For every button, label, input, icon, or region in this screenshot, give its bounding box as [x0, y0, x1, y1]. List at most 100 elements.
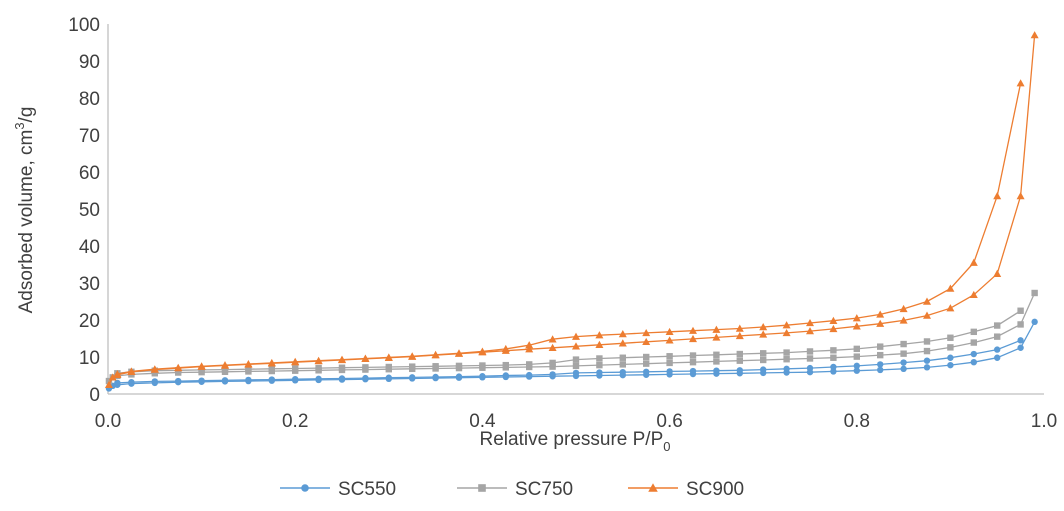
sc550-desorption-point — [151, 378, 158, 385]
sc750-adsorption-point — [713, 358, 720, 365]
sc550-desorption-point — [947, 354, 954, 361]
sc750-adsorption-point — [596, 361, 603, 369]
sc900-desorption-point — [267, 358, 276, 367]
sc550-desorption-point — [549, 371, 556, 378]
sc550-adsorption-point — [853, 367, 860, 374]
sc750-desorption-point — [877, 343, 884, 350]
sc750-adsorption-point — [806, 355, 814, 362]
sc900-adsorption-point — [782, 328, 791, 337]
sc550-desorption-point — [338, 375, 346, 382]
sc900-desorption-point — [431, 350, 440, 358]
sc550-desorption-point — [736, 367, 743, 374]
sc550-desorption-point — [362, 374, 369, 382]
sc750-adsorption-point — [689, 358, 697, 366]
sc900-desorption-point — [595, 331, 604, 339]
sc550-desorption-point — [432, 373, 439, 381]
sc900-desorption-point — [384, 353, 393, 361]
sc750-desorption-point — [338, 364, 346, 371]
sc550-desorption-line — [117, 339, 1021, 384]
sc900-desorption-point — [113, 370, 122, 378]
sc550-desorption-point — [1017, 337, 1024, 344]
y-tick-label: 60 — [79, 163, 100, 184]
sc550-desorption-point — [128, 378, 135, 386]
sc900-adsorption-point — [759, 330, 768, 338]
sc900-desorption-point — [993, 192, 1002, 200]
sc900-desorption-point — [174, 363, 183, 371]
x-tick-label: 0.0 — [95, 411, 121, 432]
sc750-adsorption-point — [947, 344, 954, 351]
sc550-desorption-point — [713, 367, 720, 374]
sc750-desorption-point — [806, 348, 814, 355]
legend-label-sc750: SC750 — [515, 479, 573, 500]
y-tick-label: 100 — [68, 15, 100, 36]
sc750-adsorption-point — [783, 356, 790, 363]
sc550-adsorption-point — [923, 364, 931, 371]
sc550-desorption-point — [994, 346, 1001, 353]
sc550-desorption-point — [221, 377, 229, 384]
sc750-desorption-point — [315, 364, 322, 372]
sc750-desorption-point — [572, 356, 580, 363]
sc750-desorption-point — [783, 349, 790, 356]
sc750-desorption-line — [117, 310, 1021, 374]
sc550-desorption-point — [596, 369, 603, 376]
sc900-desorption-point — [408, 352, 417, 360]
sc750-desorption-point — [970, 328, 977, 336]
sc750-desorption-point — [502, 361, 509, 369]
sc750-adsorption-point — [877, 351, 884, 359]
sc750-desorption-point — [479, 362, 486, 369]
sc750-adsorption-point — [900, 350, 907, 357]
sc550-desorption-point — [315, 375, 322, 383]
sc550-desorption-point — [268, 376, 275, 383]
sc900-desorption-point — [876, 310, 885, 318]
sc750-desorption-point — [409, 363, 416, 370]
legend-label-sc550: SC550 — [338, 479, 396, 500]
y-tick-label: 80 — [79, 89, 100, 110]
sc900-adsorption-point — [923, 311, 931, 319]
sc550-desorption-point — [783, 365, 790, 373]
sc550-desorption-point — [830, 363, 837, 371]
sc550-desorption-point — [689, 367, 697, 375]
sc750-desorption-point — [549, 359, 556, 367]
sc550-desorption-point — [760, 366, 767, 373]
sc750-desorption-point — [900, 340, 907, 348]
sc550-desorption-point — [666, 368, 673, 375]
sc900-desorption-point — [969, 258, 978, 266]
sc550-desorption-point — [198, 377, 205, 384]
sc900-desorption-point — [689, 326, 697, 334]
sc900-desorption-point — [712, 325, 721, 333]
y-axis-title: Adsorbed volume, cm3/g — [12, 107, 37, 314]
sc900-desorption-point — [642, 328, 651, 337]
sc550-desorption-point — [806, 364, 814, 372]
sc900-desorption-point — [291, 357, 300, 366]
sc750-desorption-point — [526, 361, 533, 368]
sc900-desorption-point — [361, 354, 370, 362]
sc550-desorption-point — [526, 371, 533, 379]
legend-marker-sc550 — [301, 484, 309, 492]
sc750-desorption-point — [994, 322, 1001, 329]
sc550-adsorption-point — [877, 366, 884, 374]
sc750-desorption-point — [736, 350, 743, 358]
sc750-desorption-point — [268, 365, 275, 373]
sc550-desorption-point — [900, 359, 907, 366]
sc750-adsorption-point — [970, 339, 977, 346]
sc550-desorption-point — [479, 373, 486, 380]
sc900-desorption-point — [735, 324, 744, 332]
sc550-adsorption-point — [1031, 318, 1038, 326]
sc900-adsorption-point — [969, 290, 978, 299]
sc900-adsorption-point — [665, 336, 674, 344]
sc900-desorption-point — [759, 323, 768, 331]
sc900-adsorption-point — [735, 331, 744, 340]
sc900-desorption-point — [572, 332, 580, 340]
sc750-adsorption-point — [549, 363, 556, 370]
sc900-desorption-point — [338, 355, 346, 363]
sc900-adsorption-point — [108, 373, 117, 381]
sc750-desorption-point — [713, 351, 720, 358]
y-tick-label: 70 — [79, 126, 100, 147]
sc550-adsorption-point — [994, 354, 1001, 361]
sc750-desorption-point — [1017, 307, 1024, 314]
legend-label-sc900: SC900 — [686, 479, 744, 500]
sc750-desorption-point — [292, 365, 299, 372]
sc900-desorption-point — [899, 304, 908, 313]
sc750-adsorption-point — [760, 356, 767, 364]
sc750-adsorption-point — [572, 362, 580, 370]
